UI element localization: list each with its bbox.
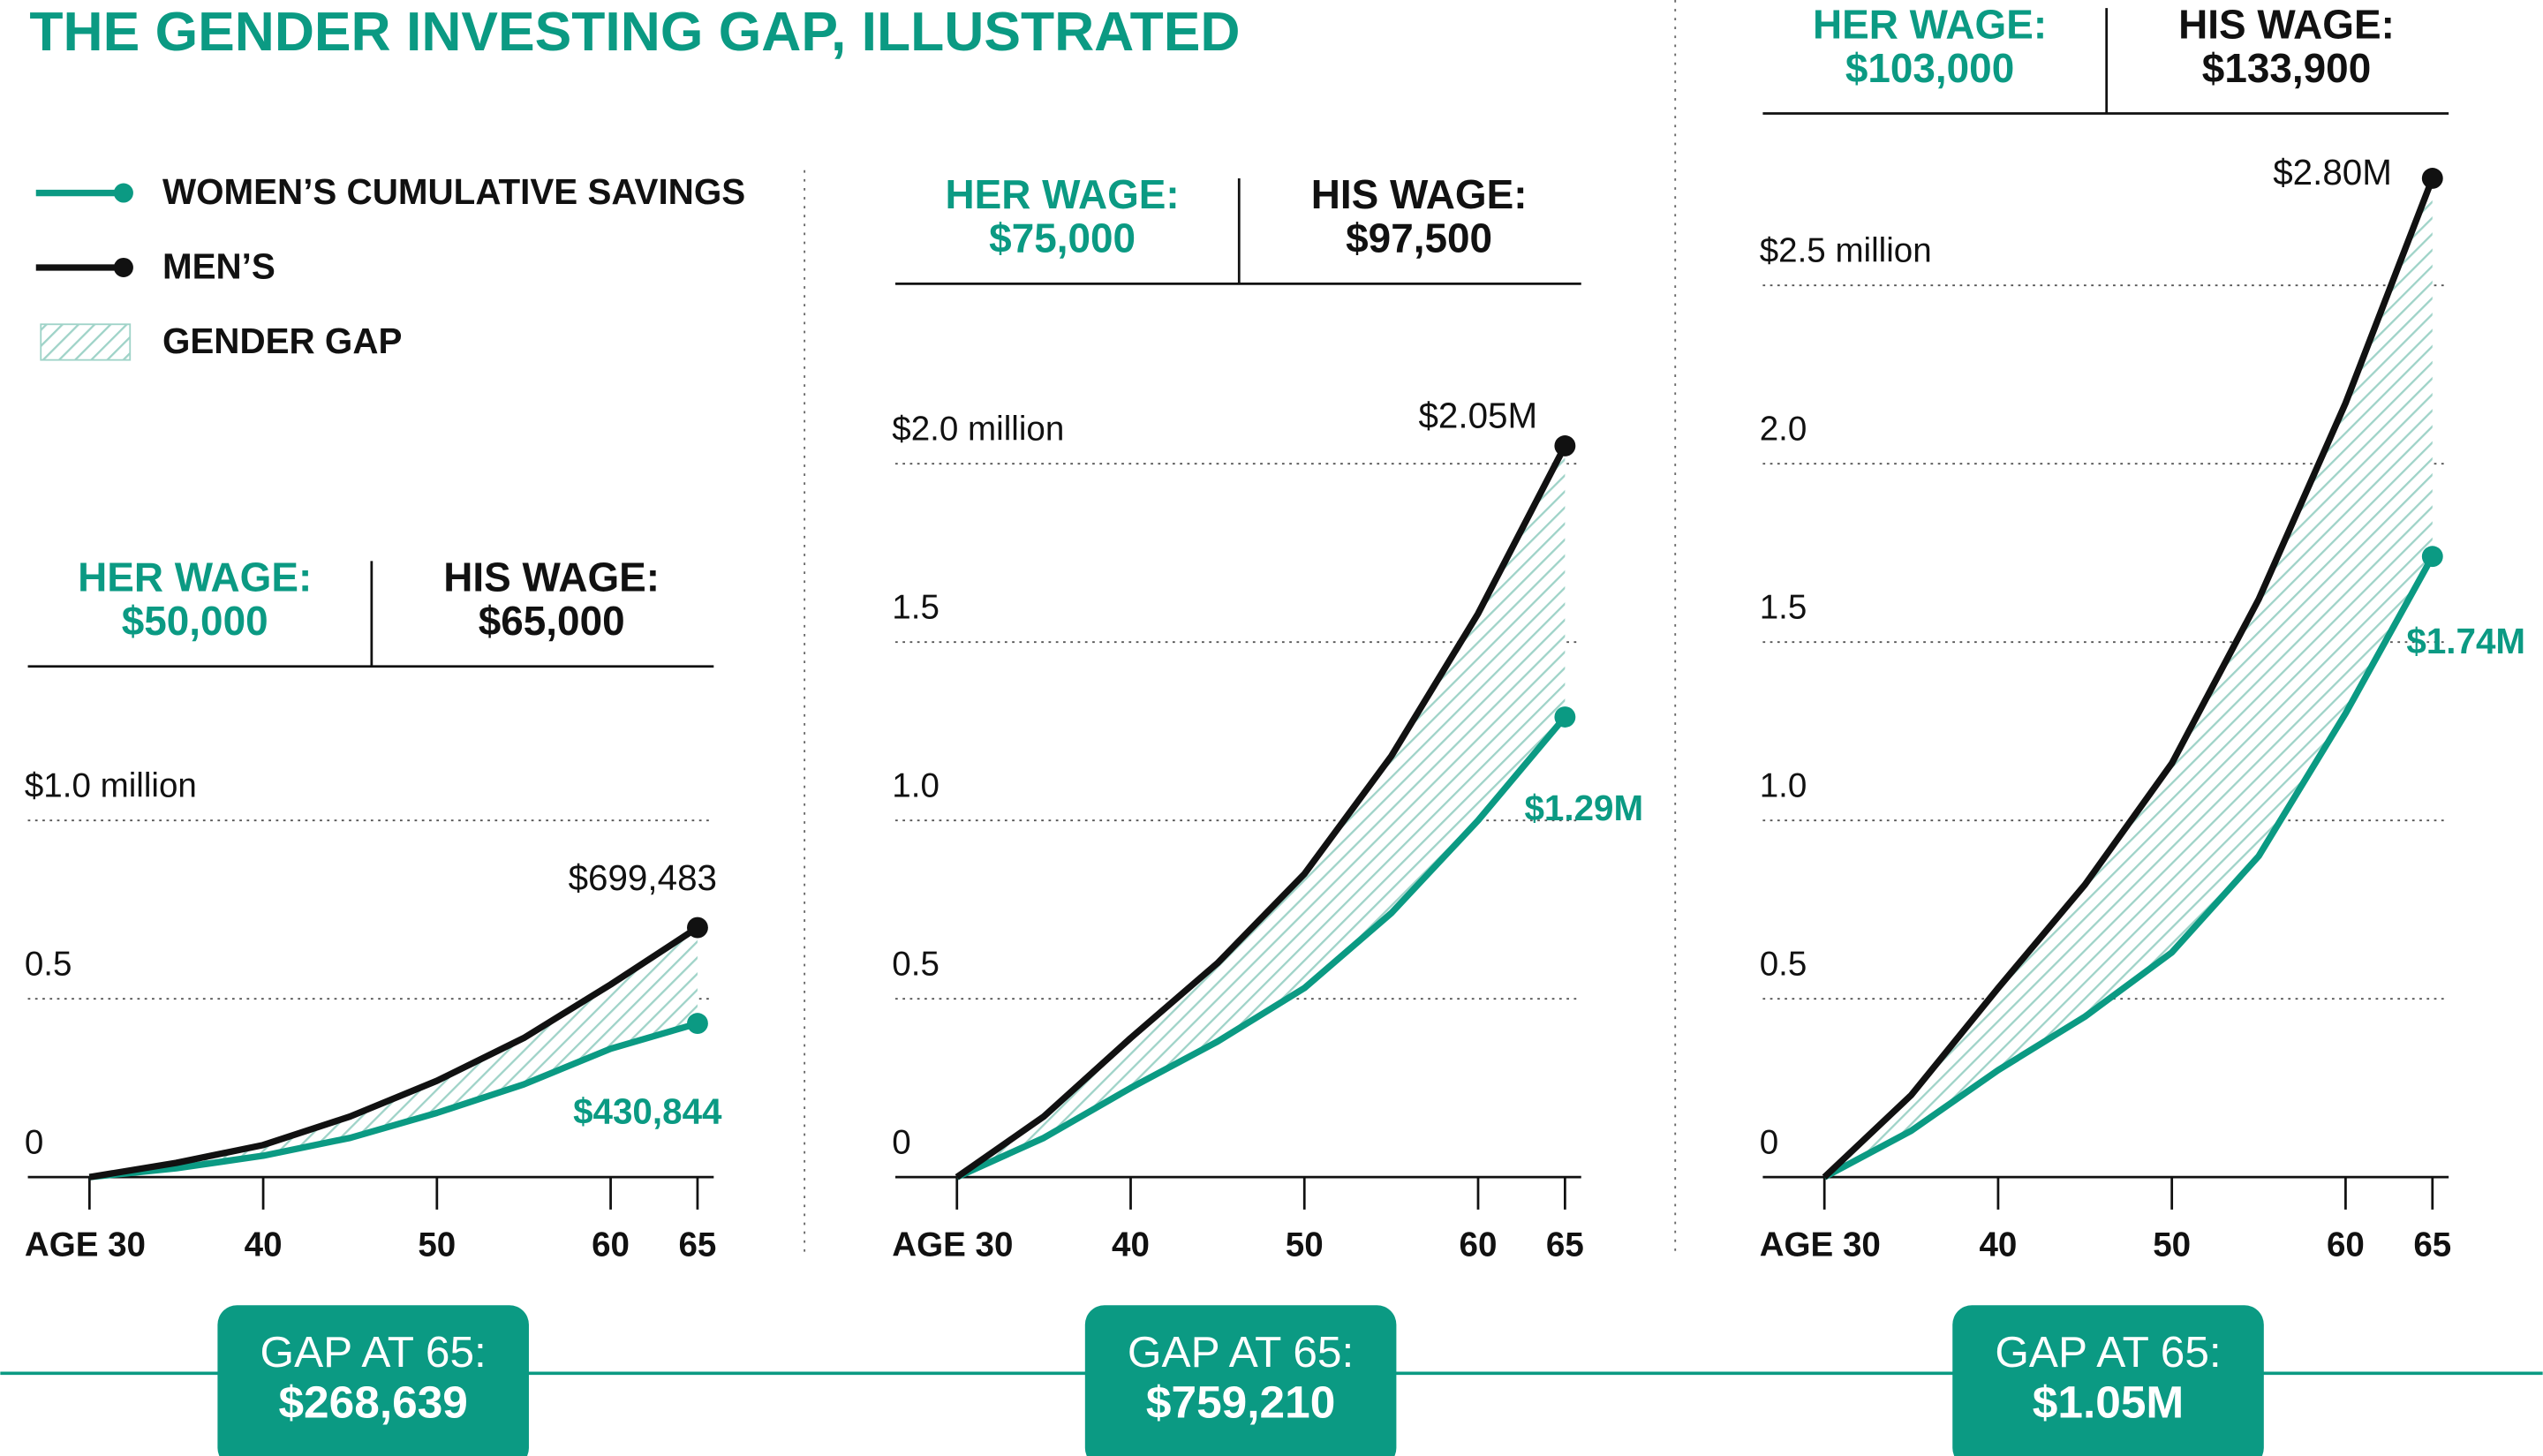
gap-box [1952, 1305, 2264, 1456]
x-tick-label: AGE 30 [892, 1226, 1013, 1264]
y-tick-label: 0.5 [1760, 946, 1807, 984]
gap-box [1084, 1305, 1397, 1456]
y-tick-label: 0 [25, 1124, 43, 1162]
end-dot [687, 917, 708, 939]
gap-value: $759,210 [1146, 1377, 1335, 1428]
value-label: $2.05M [1418, 395, 1537, 435]
value-label: $2.80M [2273, 152, 2392, 192]
legend-swatch [40, 323, 132, 361]
value-label: $1.29M [1524, 788, 1643, 828]
value-label: $430,844 [573, 1091, 722, 1132]
end-dot [2421, 168, 2443, 189]
gap-area [956, 445, 1566, 1178]
legend-dot [113, 183, 133, 203]
gap-area [89, 927, 698, 1178]
series-line [955, 444, 1568, 1181]
legend-label: MEN’S [162, 245, 275, 286]
y-tick-label: $2.0 million [892, 411, 1064, 449]
legend-label: WOMEN’S CUMULATIVE SAVINGS [162, 171, 745, 212]
his-wage-value: $65,000 [479, 598, 625, 644]
series-line [1822, 554, 2436, 1181]
her-wage-value: $103,000 [1845, 45, 2014, 91]
x-tick-label: 40 [1979, 1226, 2017, 1264]
x-tick-label: 65 [1546, 1226, 1584, 1264]
y-tick-label: 0.5 [25, 946, 72, 984]
end-dot [2421, 546, 2443, 568]
y-tick-label: $2.5 million [1760, 232, 1932, 270]
legend: WOMEN’S CUMULATIVE SAVINGS MEN’S GENDER … [35, 171, 745, 361]
x-tick-label: 65 [2413, 1226, 2451, 1264]
series-line [1822, 177, 2436, 1180]
x-tick-label: AGE 30 [25, 1226, 146, 1264]
x-tick-label: 65 [679, 1226, 717, 1264]
y-tick-label: 1.0 [892, 767, 939, 805]
series-line [88, 1020, 698, 1181]
her-wage-label: HER WAGE: [1813, 1, 2047, 47]
end-dot [1554, 435, 1576, 456]
his-wage-label: HIS WAGE: [443, 554, 660, 600]
x-tick-label: 60 [2327, 1226, 2365, 1264]
her-wage-value: $50,000 [122, 598, 268, 644]
gap-label: GAP AT 65: [1995, 1327, 2221, 1377]
her-wage-label: HER WAGE: [78, 554, 312, 600]
y-tick-label: 2.0 [1760, 411, 1807, 449]
y-tick-label: 1.5 [1760, 589, 1807, 627]
y-tick-label: 1.5 [892, 589, 939, 627]
his-wage-label: HIS WAGE: [2178, 1, 2395, 47]
legend-label: GENDER GAP [162, 321, 402, 361]
gap-label: GAP AT 65: [1128, 1327, 1354, 1377]
her-wage-label: HER WAGE: [946, 171, 1180, 217]
his-wage-value: $97,500 [1346, 215, 1492, 261]
gap-area [1824, 177, 2433, 1178]
title: THE GENDER INVESTING GAP, ILLUSTRATED [29, 1, 1240, 63]
his-wage-value: $133,900 [2202, 45, 2371, 91]
gap-value: $1.05M [2033, 1377, 2184, 1428]
x-tick-label: 60 [592, 1226, 630, 1264]
x-tick-label: 40 [1112, 1226, 1150, 1264]
end-dot [687, 1013, 708, 1035]
gap-value: $268,639 [278, 1377, 467, 1428]
her-wage-value: $75,000 [989, 215, 1136, 261]
x-tick-label: 40 [245, 1226, 283, 1264]
x-tick-label: 60 [1460, 1226, 1498, 1264]
x-tick-label: 50 [1286, 1226, 1324, 1264]
end-dot [1554, 706, 1576, 728]
gap-label: GAP AT 65: [260, 1327, 487, 1377]
y-tick-label: 1.0 [1760, 767, 1807, 805]
series-line [88, 924, 699, 1181]
y-tick-label: 0.5 [892, 946, 939, 984]
y-tick-label: $1.0 million [25, 767, 197, 805]
x-tick-label: AGE 30 [1760, 1226, 1881, 1264]
value-label: $699,483 [569, 857, 717, 898]
gap-box [217, 1305, 529, 1456]
y-tick-label: 0 [892, 1124, 910, 1162]
his-wage-label: HIS WAGE: [1311, 171, 1528, 217]
legend-dot [113, 257, 133, 278]
x-tick-label: 50 [418, 1226, 456, 1264]
y-tick-label: 0 [1760, 1124, 1778, 1162]
x-tick-label: 50 [2153, 1226, 2191, 1264]
series-line [955, 714, 1568, 1181]
value-label: $1.74M [2406, 621, 2525, 661]
